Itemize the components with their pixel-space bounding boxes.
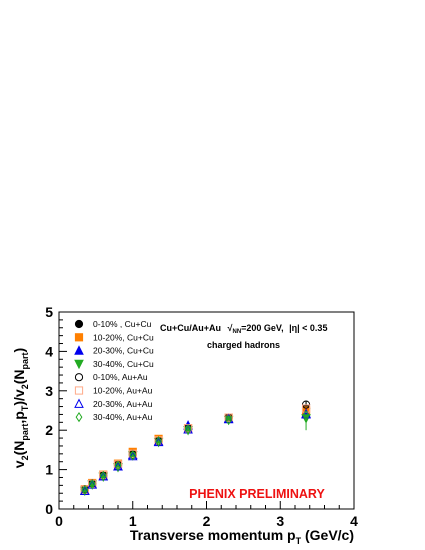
- axis-label-subscript: part: [20, 424, 30, 441]
- axis-label-text: (N: [11, 369, 27, 384]
- legend-marker: [74, 319, 84, 329]
- data-point: [225, 414, 233, 426]
- data-point: [184, 424, 192, 435]
- x-tick-label: 2: [203, 513, 211, 529]
- y-tick-label: 0: [45, 501, 53, 517]
- axis-ticks: [58, 311, 355, 510]
- data-point: [88, 479, 96, 490]
- legend-entry: 30-40%, Cu+Cu: [93, 359, 154, 369]
- legend-marker: [74, 398, 84, 408]
- legend-entry: 20-30%, Cu+Cu: [93, 346, 154, 356]
- axis-label-subscript: 2: [20, 384, 30, 389]
- preliminary-label: PHENIX PRELIMINARY: [189, 487, 325, 501]
- axis-label-text: (GeV/c): [301, 527, 354, 543]
- legend-entry: 0-10%, Au+Au: [93, 372, 148, 382]
- data-point: [128, 449, 137, 458]
- axis-label-text: )/v: [11, 389, 27, 406]
- y-tick-label: 2: [45, 422, 53, 438]
- axis-label-subscript: part: [20, 352, 30, 369]
- data-point: [114, 460, 122, 471]
- x-tick-label: 0: [55, 513, 63, 529]
- annotation-sqrt-subscript: NN: [232, 329, 241, 335]
- legend-marker: [74, 333, 84, 342]
- annotation-eta: |η| < 0.35: [289, 323, 327, 333]
- data-points: [79, 400, 311, 497]
- annotation-energy: =200 GeV,: [241, 323, 283, 333]
- annotation-line-2: charged hadrons: [207, 340, 280, 350]
- axis-label-text: (N: [11, 441, 27, 456]
- axis-label-subscript: T: [296, 536, 302, 546]
- legend-marker: [74, 386, 84, 395]
- legend-entry: 10-20%, Cu+Cu: [93, 332, 154, 342]
- axis-label-text: ,p: [11, 411, 27, 423]
- x-axis-label: Transverse momentum pT (GeV/c): [130, 527, 354, 546]
- axis-label-text: Transverse momentum p: [130, 527, 296, 543]
- y-tick-label: 5: [45, 304, 53, 320]
- data-point: [301, 404, 311, 413]
- axis-label-subscript: 2: [20, 455, 30, 460]
- annotation-line-1: Cu+Cu/Au+Au √NN=200 GeV, |η| < 0.35: [160, 323, 327, 335]
- legend-marker: [74, 359, 84, 370]
- legend-marker: [74, 345, 84, 355]
- x-tick-label: 3: [276, 513, 284, 529]
- y-axis-label: v2(Npart,pT)/v2(Npart): [11, 348, 30, 468]
- axis-label-subscript: T: [20, 405, 30, 411]
- data-point: [81, 484, 89, 496]
- legend: 0-10% , Cu+Cu 10-20%, Cu+Cu 20-30%, Cu+Cu 3…: [74, 319, 154, 423]
- legend-entry: 30-40%, Au+Au: [93, 412, 153, 422]
- y-tick-label: 4: [45, 343, 53, 359]
- axis-label-text: v: [11, 460, 27, 468]
- legend-entry: 20-30%, Au+Au: [93, 399, 153, 409]
- y-tick-label: 1: [45, 462, 53, 478]
- axis-tick-labels: 0 1 2 3 4 0 1 2 3 4 5: [45, 304, 358, 529]
- data-point: [99, 470, 107, 482]
- x-tick-label: 4: [350, 513, 358, 529]
- x-tick-label: 1: [129, 513, 137, 529]
- axis-label-text: ): [11, 348, 27, 353]
- annotation-system: Cu+Cu/Au+Au: [160, 323, 221, 333]
- legend-entry: 0-10% , Cu+Cu: [93, 319, 152, 329]
- data-point: [155, 436, 162, 447]
- legend-marker: [74, 373, 84, 382]
- y-tick-label: 3: [45, 383, 53, 399]
- legend-entry: 10-20%, Au+Au: [93, 386, 153, 396]
- data-point: [129, 450, 137, 461]
- data-point: [302, 410, 310, 421]
- legend-marker: [75, 411, 83, 423]
